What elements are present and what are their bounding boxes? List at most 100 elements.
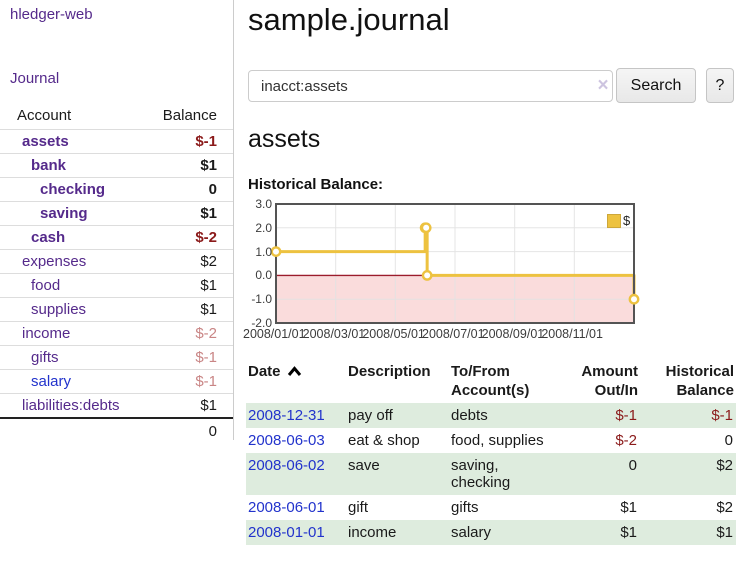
account-balance: $-1	[195, 349, 217, 366]
register-header-historical: Historical Balance	[665, 363, 734, 399]
account-row: food $1	[0, 274, 233, 298]
x-axis-tick: 2008/05/01	[362, 327, 425, 341]
transaction-accounts: food, supplies	[451, 432, 544, 449]
sidebar-account-food[interactable]: food	[31, 277, 61, 294]
transaction-amount: $1	[620, 524, 637, 541]
account-balance: $2	[200, 253, 217, 270]
account-row: saving $1	[0, 202, 233, 226]
accounts-total-value: 0	[208, 423, 217, 440]
account-balance: $1	[200, 157, 217, 174]
sidebar-account-gifts[interactable]: gifts	[31, 349, 59, 366]
transaction-date-link[interactable]: 2008-06-01	[248, 499, 325, 516]
chart-canvas	[270, 203, 640, 324]
transaction-balance: $-1	[711, 407, 733, 424]
y-axis-tick: -2.0	[251, 316, 272, 330]
transaction-accounts: gifts	[451, 499, 479, 516]
account-balance: 0	[208, 181, 217, 198]
help-button[interactable]: ?	[706, 68, 734, 103]
accounts-header-account: Account	[17, 107, 72, 124]
account-balance: $1	[200, 397, 217, 414]
sidebar-account-bank[interactable]: bank	[31, 157, 67, 174]
x-axis-tick: 2008/11/01	[541, 327, 603, 341]
x-axis-tick: 2008/01/01	[243, 327, 306, 341]
account-balance: $-1	[195, 133, 217, 150]
transaction-amount: $-1	[615, 407, 637, 424]
accounts-table: Account Balance assets $-1 bank $1 checking 0…	[0, 103, 233, 444]
register-row: 2008-12-31 pay off debts $-1 $-1	[246, 403, 736, 428]
register-header-to-from: To/From Account(s)	[451, 363, 530, 399]
register-row: 2008-06-01 gift gifts $1 $2	[246, 495, 736, 520]
sidebar-account-expenses[interactable]: expenses	[22, 253, 87, 270]
sidebar: hledger-web Journal Account Balance asse…	[0, 0, 234, 440]
transaction-date-link[interactable]: 2008-06-02	[248, 457, 325, 474]
sidebar-account-supplies[interactable]: supplies	[31, 301, 87, 318]
register-header-description: Description	[348, 363, 431, 380]
sidebar-account-salary[interactable]: salary	[31, 373, 72, 390]
transaction-accounts: debts	[451, 407, 488, 424]
y-axis-tick: 1.0	[255, 244, 272, 259]
y-axis-tick: 2.0	[255, 220, 272, 235]
x-axis-tick: 2008/07/01	[422, 327, 485, 341]
transaction-amount: $-2	[615, 432, 637, 449]
account-heading: assets	[248, 125, 321, 153]
account-balance: $-2	[195, 229, 217, 246]
y-axis-tick: -1.0	[251, 292, 272, 307]
transaction-description: income	[348, 524, 397, 541]
account-row: cash $-2	[0, 226, 233, 250]
account-row: liabilities:debts $1	[0, 394, 233, 418]
transaction-balance: $2	[716, 499, 733, 516]
register-header-date[interactable]: Date	[246, 360, 346, 403]
account-row: checking 0	[0, 178, 233, 202]
transaction-description: eat & shop	[348, 432, 420, 449]
transaction-balance: 0	[724, 432, 733, 449]
chart-legend: $	[607, 213, 630, 228]
transaction-description: gift	[348, 499, 369, 516]
register-header-amount: Amount Out/In	[581, 363, 638, 399]
sidebar-account-liabilities-debts[interactable]: liabilities:debts	[22, 397, 120, 414]
sidebar-account-assets[interactable]: assets	[22, 133, 69, 150]
transaction-date-link[interactable]: 2008-12-31	[248, 407, 325, 424]
account-row: gifts $-1	[0, 346, 233, 370]
account-balance: $-2	[195, 325, 217, 342]
transaction-amount: 0	[628, 457, 637, 474]
clear-search-icon[interactable]: ×	[597, 75, 609, 96]
sidebar-account-income[interactable]: income	[22, 325, 71, 342]
register-row: 2008-06-02 save saving, checking 0 $2	[246, 453, 736, 495]
app-title-link[interactable]: hledger-web	[10, 6, 93, 23]
legend-swatch-icon	[607, 213, 621, 228]
account-row: salary $-1	[0, 370, 233, 394]
sidebar-account-saving[interactable]: saving	[40, 205, 88, 222]
legend-label: $	[623, 213, 631, 228]
transaction-description: save	[348, 457, 380, 474]
account-balance: $1	[200, 205, 217, 222]
account-row: income $-2	[0, 322, 233, 346]
transaction-amount: $1	[620, 499, 637, 516]
sort-asc-icon	[287, 366, 301, 376]
transaction-balance: $1	[716, 524, 733, 541]
x-axis-tick: 2008/09/01	[481, 327, 545, 341]
search-button[interactable]: Search	[616, 68, 696, 103]
sidebar-account-checking[interactable]: checking	[40, 181, 106, 198]
sidebar-item-journal[interactable]: Journal	[10, 70, 60, 87]
account-row: assets $-1	[0, 130, 233, 154]
x-axis-tick: 2008/03/01	[302, 327, 366, 341]
historical-balance-chart: 3.0 2.0 1.0 0.0 -1.0 -2.0 2008/01/01 2008/03/01…	[243, 197, 742, 346]
transaction-date-link[interactable]: 2008-06-03	[248, 432, 325, 449]
transaction-accounts: saving, checking	[451, 457, 511, 491]
accounts-total-row: 0	[0, 418, 233, 444]
chart-title: Historical Balance:	[248, 176, 384, 193]
y-axis-tick: 0.0	[255, 268, 272, 283]
search-input[interactable]	[248, 70, 613, 102]
account-row: expenses $2	[0, 250, 233, 274]
page-title: sample.journal	[248, 2, 450, 37]
account-balance: $1	[200, 301, 217, 318]
transaction-accounts: salary	[451, 524, 492, 541]
account-row: bank $1	[0, 154, 233, 178]
register-table: Date Description To/From Account(s) Amount Ou…	[246, 360, 736, 545]
sidebar-account-cash[interactable]: cash	[31, 229, 66, 246]
transaction-description: pay off	[348, 407, 393, 424]
register-row: 2008-06-03 eat & shop food, supplies $-2 0	[246, 428, 736, 453]
account-row: supplies $1	[0, 298, 233, 322]
accounts-header-balance: Balance	[162, 107, 217, 124]
transaction-date-link[interactable]: 2008-01-01	[248, 524, 325, 541]
